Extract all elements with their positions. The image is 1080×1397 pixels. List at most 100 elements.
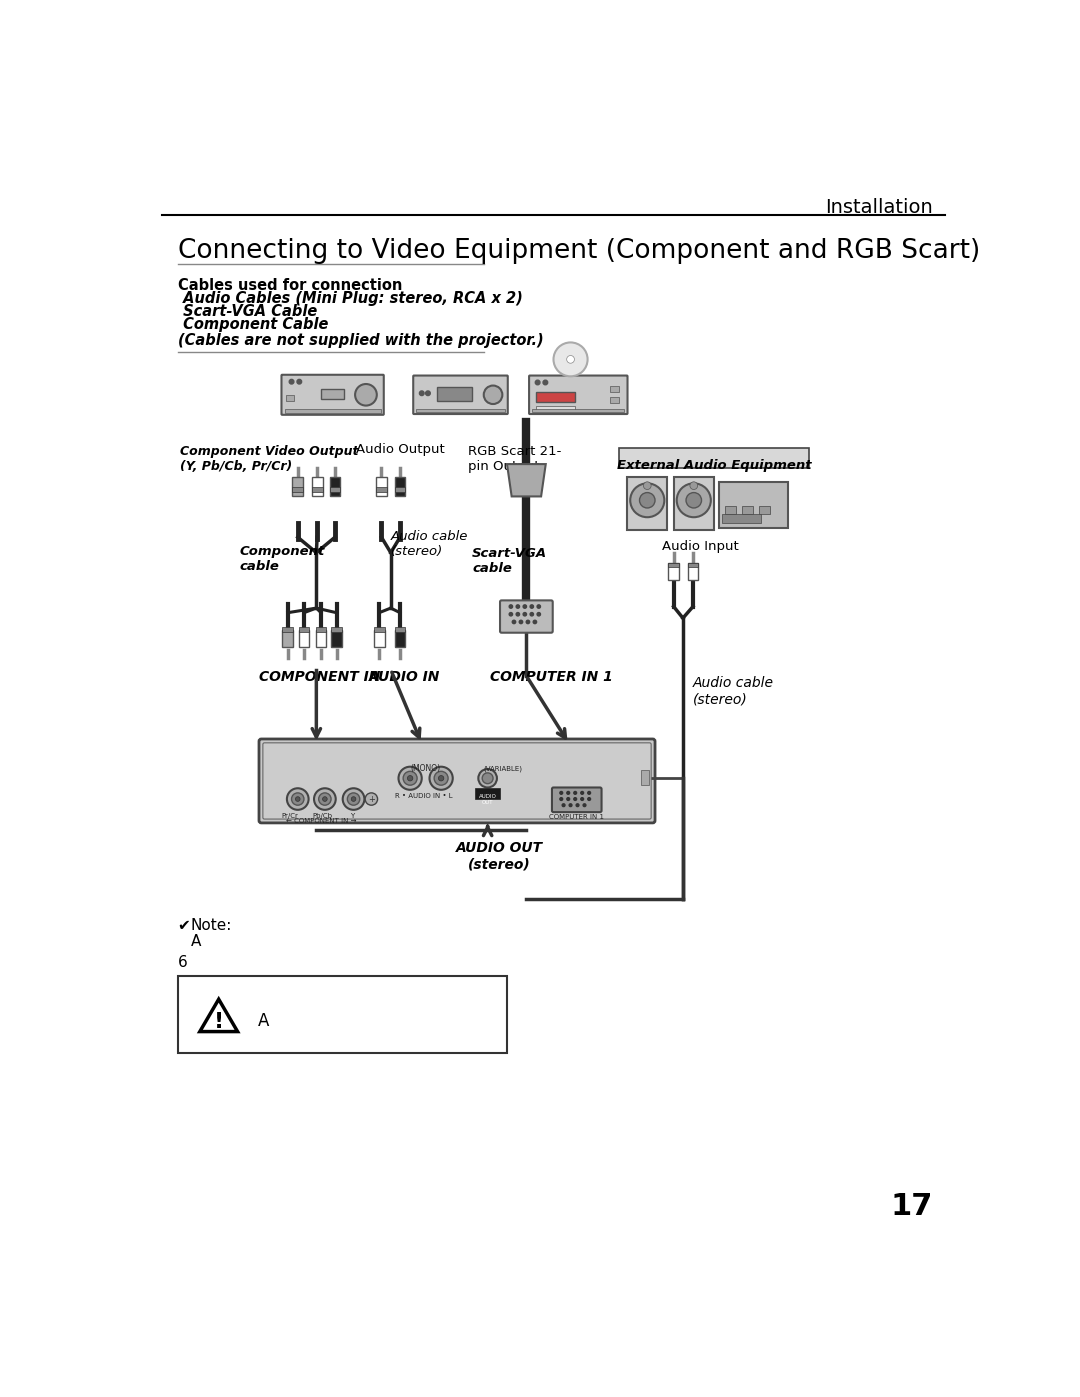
Text: A: A — [191, 933, 201, 949]
Bar — [610, 387, 619, 393]
Polygon shape — [507, 464, 545, 496]
Text: COMPUTER IN 1: COMPUTER IN 1 — [550, 814, 604, 820]
Text: Component Cable: Component Cable — [177, 317, 328, 332]
Text: Audio Cables (Mini Plug: stereo, RCA x 2): Audio Cables (Mini Plug: stereo, RCA x 2… — [177, 291, 523, 306]
Bar — [298, 630, 309, 647]
Text: AUDIO
OUT: AUDIO OUT — [478, 795, 497, 805]
Polygon shape — [200, 999, 238, 1031]
Bar — [759, 507, 770, 514]
Circle shape — [588, 798, 591, 800]
Text: 6: 6 — [177, 954, 187, 970]
Bar — [298, 627, 309, 631]
Bar — [532, 409, 624, 412]
Bar — [374, 627, 384, 631]
FancyBboxPatch shape — [262, 743, 651, 819]
Bar — [312, 488, 323, 492]
Text: Audio cable
(stereo): Audio cable (stereo) — [391, 529, 468, 557]
Circle shape — [348, 793, 360, 805]
Text: COMPUTER IN 1: COMPUTER IN 1 — [490, 669, 612, 683]
FancyBboxPatch shape — [529, 376, 627, 414]
Circle shape — [319, 793, 332, 805]
Text: +: + — [368, 795, 375, 803]
Circle shape — [567, 355, 575, 363]
Circle shape — [482, 773, 494, 784]
FancyBboxPatch shape — [259, 739, 656, 823]
Circle shape — [569, 803, 572, 806]
Circle shape — [567, 792, 569, 795]
Circle shape — [543, 380, 548, 384]
Circle shape — [537, 612, 540, 616]
Circle shape — [287, 788, 309, 810]
Circle shape — [530, 605, 534, 608]
Circle shape — [536, 380, 540, 384]
Bar — [374, 630, 384, 647]
Text: ✔: ✔ — [177, 918, 190, 933]
Circle shape — [559, 798, 563, 800]
Text: 17: 17 — [891, 1192, 933, 1221]
Circle shape — [639, 493, 656, 509]
Text: AUDIO OUT
(stereo): AUDIO OUT (stereo) — [456, 841, 543, 872]
Bar — [475, 788, 500, 799]
Text: Pr/Cr: Pr/Cr — [282, 813, 298, 819]
Text: Audio cable
(stereo): Audio cable (stereo) — [693, 676, 774, 705]
Bar — [688, 563, 699, 580]
Circle shape — [296, 796, 300, 802]
Bar — [718, 482, 788, 528]
Circle shape — [289, 380, 294, 384]
Circle shape — [297, 380, 301, 384]
Circle shape — [512, 620, 515, 623]
Circle shape — [430, 767, 453, 789]
Circle shape — [581, 798, 583, 800]
FancyBboxPatch shape — [282, 374, 383, 415]
Bar — [725, 507, 735, 514]
Bar — [642, 770, 649, 785]
Circle shape — [588, 792, 591, 795]
Circle shape — [419, 391, 424, 395]
Circle shape — [576, 803, 579, 806]
Bar — [669, 563, 679, 580]
Text: Scart-VGA
cable: Scart-VGA cable — [472, 548, 548, 576]
Circle shape — [686, 493, 702, 509]
Bar — [293, 488, 303, 492]
Circle shape — [292, 793, 303, 805]
Bar — [376, 488, 387, 492]
Circle shape — [407, 775, 413, 781]
Bar — [332, 630, 342, 647]
Bar — [329, 478, 340, 496]
Bar — [669, 563, 679, 567]
Bar — [315, 630, 326, 647]
FancyBboxPatch shape — [500, 601, 553, 633]
Bar — [536, 391, 575, 402]
Bar — [376, 478, 387, 496]
Circle shape — [342, 788, 364, 810]
Circle shape — [426, 391, 430, 395]
Circle shape — [526, 620, 529, 623]
Bar — [282, 630, 293, 647]
Text: !: ! — [214, 1013, 224, 1032]
Circle shape — [523, 612, 527, 616]
Text: AUDIO IN: AUDIO IN — [369, 669, 441, 683]
Bar — [416, 409, 504, 412]
Circle shape — [509, 612, 513, 616]
Text: Component Video Output
(Y, Pb/Cb, Pr/Cr): Component Video Output (Y, Pb/Cb, Pr/Cr) — [180, 444, 359, 472]
Circle shape — [554, 342, 588, 376]
Text: ← COMPONENT IN →: ← COMPONENT IN → — [286, 817, 356, 823]
Text: Pb/Cb: Pb/Cb — [312, 813, 333, 819]
Circle shape — [323, 796, 327, 802]
Bar — [394, 627, 405, 631]
Bar — [312, 478, 323, 496]
Circle shape — [677, 483, 711, 517]
Bar — [742, 507, 753, 514]
Bar — [674, 478, 714, 529]
Bar — [437, 387, 472, 401]
Text: (Cables are not supplied with the projector.): (Cables are not supplied with the projec… — [177, 334, 543, 348]
Bar — [321, 390, 345, 398]
Text: Y: Y — [350, 813, 354, 819]
Bar — [282, 627, 293, 631]
Circle shape — [537, 605, 540, 608]
Circle shape — [573, 792, 577, 795]
Bar — [723, 514, 761, 524]
Circle shape — [523, 605, 527, 608]
Text: External Audio Equipment: External Audio Equipment — [618, 458, 812, 472]
Circle shape — [438, 775, 444, 781]
